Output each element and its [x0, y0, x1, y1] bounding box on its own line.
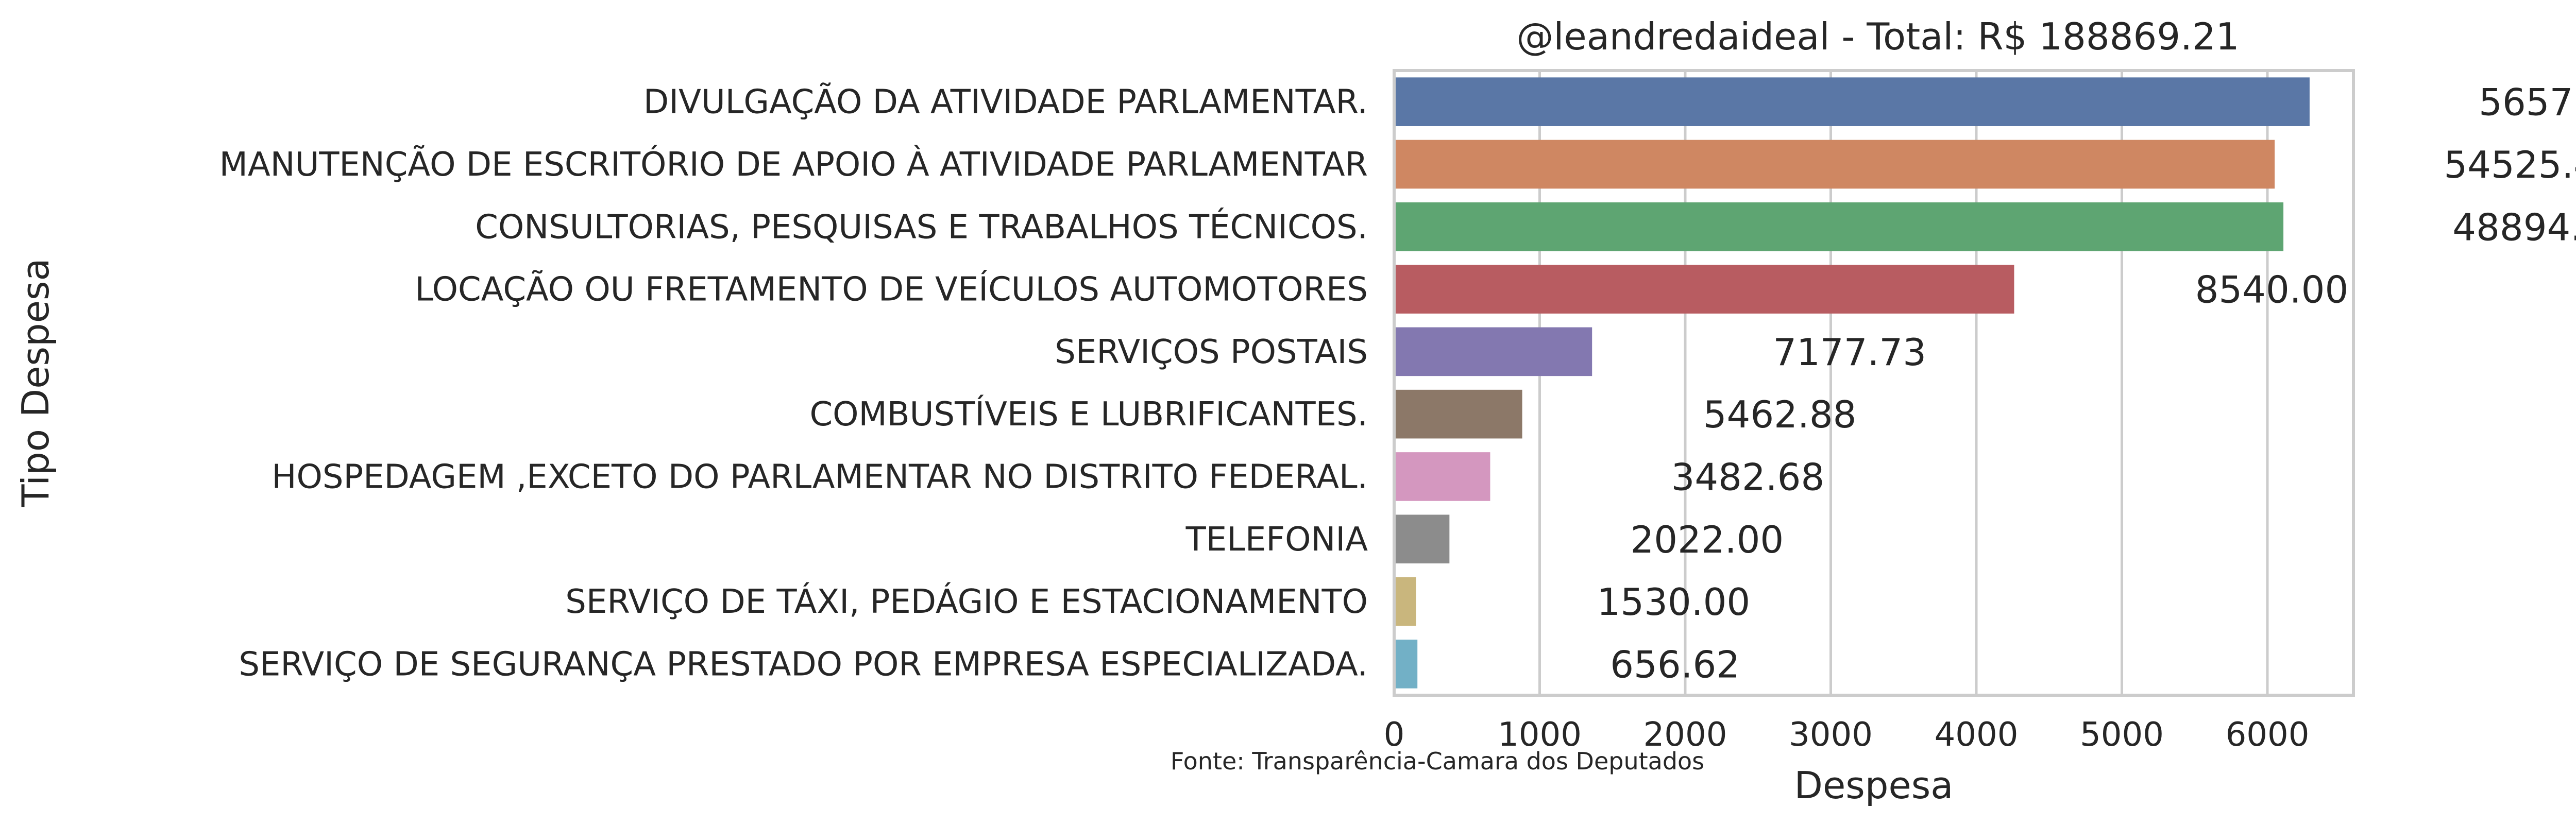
bar [1394, 265, 2014, 314]
value-label: 656.62 [1610, 643, 1740, 686]
value-label: 7177.73 [1773, 331, 1926, 374]
bar [1394, 452, 1490, 501]
value-label: 8540.00 [2195, 268, 2349, 312]
bar [1394, 514, 1450, 564]
chart-title: @leandredaideal - Total: R$ 188869.21 [1516, 15, 2239, 58]
x-tick-label: 3000 [1789, 716, 1873, 754]
x-tick-label: 0 [1384, 716, 1405, 754]
source-note: Fonte: Transparência-Camara dos Deputado… [1171, 747, 1704, 775]
category-label: SERVIÇO DE TÁXI, PEDÁGIO E ESTACIONAMENT… [565, 582, 1368, 621]
value-label: 1530.00 [1597, 580, 1751, 624]
x-tick-label: 5000 [2080, 716, 2164, 754]
value-label: 48894.00 [2452, 205, 2576, 249]
bar [1394, 389, 1522, 439]
bar [1394, 202, 2284, 251]
value-label: 3482.68 [1671, 455, 1825, 499]
bar [1394, 140, 2275, 189]
x-tick-label: 4000 [1935, 716, 2019, 754]
category-label: SERVIÇOS POSTAIS [1055, 333, 1368, 371]
value-labels: 56577.86 54525.44 48894.00 8540.00 7177.73 54… [1597, 81, 2576, 686]
x-tick-label: 2000 [1643, 716, 1727, 754]
x-tick-label: 1000 [1498, 716, 1582, 754]
category-label: DIVULGAÇÃO DA ATIVIDADE PARLAMENTAR. [643, 83, 1368, 122]
value-label: 56577.86 [2479, 81, 2576, 124]
category-label: HOSPEDAGEM ,EXCETO DO PARLAMENTAR NO DIS… [272, 458, 1368, 496]
category-label: CONSULTORIAS, PESQUISAS E TRABALHOS TÉCN… [475, 207, 1368, 246]
category-label: COMBUSTÍVEIS E LUBRIFICANTES. [809, 394, 1368, 434]
category-labels: DIVULGAÇÃO DA ATIVIDADE PARLAMENTAR. MANU… [219, 83, 1368, 684]
bar [1394, 577, 1416, 626]
value-label: 54525.44 [2444, 143, 2576, 186]
category-label: MANUTENÇÃO DE ESCRITÓRIO DE APOIO À ATIV… [219, 145, 1368, 184]
category-label: TELEFONIA [1185, 521, 1368, 559]
bar [1394, 640, 1418, 689]
bar [1394, 327, 1592, 376]
x-tick-labels: 0 1000 2000 3000 4000 5000 6000 [1384, 716, 2310, 754]
bar [1394, 77, 2310, 126]
y-axis-title: Tipo Despesa [14, 258, 57, 507]
category-label: LOCAÇÃO OU FRETAMENTO DE VEÍCULOS AUTOMO… [415, 270, 1368, 309]
bars [1394, 77, 2310, 689]
x-axis-title: Despesa [1794, 764, 1954, 807]
plot-frame [1393, 69, 2355, 697]
x-tick-label: 6000 [2226, 716, 2310, 754]
value-label: 5462.88 [1703, 393, 1857, 436]
category-label: SERVIÇO DE SEGURANÇA PRESTADO POR EMPRES… [239, 645, 1368, 683]
value-label: 2022.00 [1630, 518, 1784, 561]
